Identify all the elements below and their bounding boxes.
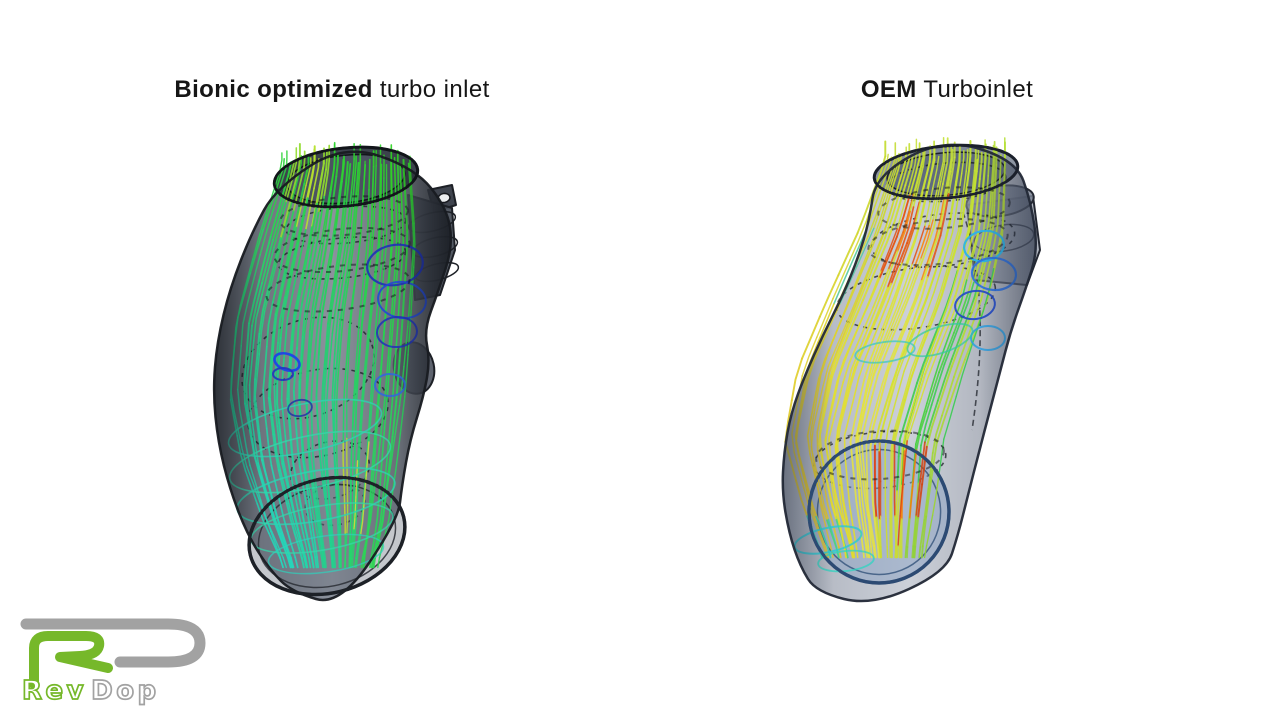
revdop-logo: Rev Dop <box>20 618 206 707</box>
oem-title-bold: OEM <box>860 76 917 103</box>
logo-d-monogram <box>20 618 206 668</box>
logo-wordmark-dop: Dop <box>91 676 160 706</box>
bionic-inlet-figure <box>212 141 460 602</box>
bionic-title: Bionic optimized turbo inlet <box>107 76 557 104</box>
logo-r-monogram <box>29 631 113 689</box>
bionic-title-regular: turbo inlet <box>372 76 490 103</box>
bionic-title-bold: Bionic optimized <box>174 76 373 103</box>
logo-wordmark-rev: Rev <box>22 676 87 706</box>
oem-title: OEM Turboinlet <box>737 76 1157 104</box>
oem-inlet-figure <box>781 136 1041 603</box>
oem-title-regular: Turboinlet <box>916 76 1034 103</box>
logo-wordmark: Rev Dop <box>22 676 160 706</box>
